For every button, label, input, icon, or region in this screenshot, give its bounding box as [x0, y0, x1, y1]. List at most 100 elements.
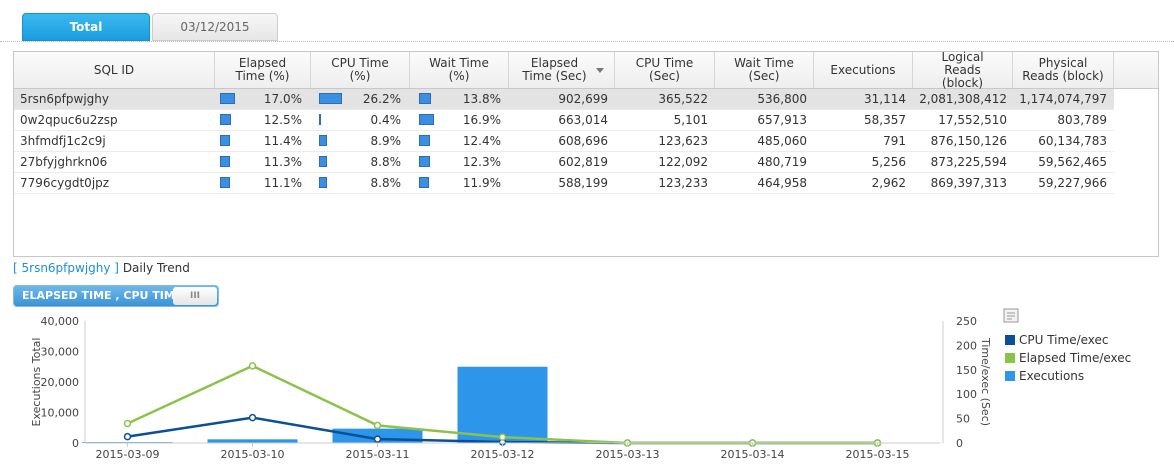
- y2-tick-label: 200: [956, 339, 977, 352]
- legend-swatch: [1005, 335, 1015, 345]
- bar-elapsed-pct: [220, 135, 230, 146]
- y-tick-label: 30,000: [41, 346, 80, 359]
- col-logical-reads[interactable]: Logical Reads (block): [913, 50, 1013, 89]
- toggle-label: ELAPSED TIME , CPU TIME: [22, 289, 183, 302]
- cell-wait-sec: 536,800: [757, 92, 807, 106]
- cell-executions: 5,256: [871, 155, 906, 169]
- tab-date[interactable]: 03/12/2015: [152, 13, 278, 41]
- cell-wait-pct: 12.4%: [462, 134, 501, 148]
- point-elapsed-time-exec: [498, 433, 507, 441]
- y2-tick-label: 100: [956, 388, 977, 401]
- cell-elapsed-pct: 12.5%: [263, 113, 302, 127]
- y-tick-label: 0: [72, 437, 79, 450]
- trend-heading: [ 5rsn6pfpwjghy ] Daily Trend: [13, 261, 190, 275]
- divider: [0, 41, 1174, 42]
- bar-cpu-pct: [319, 114, 321, 125]
- cell-executions: 58,357: [864, 113, 906, 127]
- cell-sql-id: 5rsn6pfpwjghy: [20, 92, 109, 106]
- bar-wait-pct: [419, 93, 432, 104]
- cell-physical-reads: 1,174,074,797: [1019, 92, 1107, 106]
- cell-sql-id: 0w2qpuc6u2zsp: [20, 113, 118, 127]
- col-cpu-pct[interactable]: CPU Time (%): [311, 52, 410, 88]
- x-tick-label: 2015-03-11: [346, 448, 410, 461]
- cell-executions: 791: [883, 134, 906, 148]
- col-elapsed-pct[interactable]: Elapsed Time (%): [215, 52, 311, 88]
- point-elapsed-time-exec: [248, 362, 257, 370]
- bar-elapsed-pct: [220, 93, 235, 104]
- export-icon[interactable]: [1003, 308, 1019, 323]
- legend-swatch: [1005, 371, 1015, 381]
- cell-cpu-pct: 8.8%: [370, 155, 402, 169]
- cell-sql-id: 7796cygdt0jpz: [20, 176, 110, 190]
- col-cpu-sec[interactable]: CPU Time (Sec): [615, 52, 715, 88]
- bar-wait-pct: [419, 177, 430, 188]
- cell-cpu-sec: 365,522: [658, 92, 708, 106]
- cell-elapsed-pct: 11.4%: [263, 134, 302, 148]
- bar-cpu-pct: [319, 177, 327, 188]
- bar-executions: [207, 439, 298, 443]
- metric-toggle[interactable]: ELAPSED TIME , CPU TIME III: [13, 285, 219, 307]
- cell-physical-reads: 60,134,783: [1038, 134, 1107, 148]
- y2-tick-label: 0: [956, 437, 963, 450]
- cell-wait-pct: 16.9%: [462, 113, 501, 127]
- x-tick-label: 2015-03-14: [721, 448, 785, 461]
- table-row[interactable]: 3hfmdfj1c2c9j 11.4% 8.9% 12.4% 608,696 123,62…: [14, 131, 1114, 152]
- bar-wait-pct: [419, 135, 430, 146]
- x-tick-label: 2015-03-09: [96, 448, 160, 461]
- col-physical-reads[interactable]: Physical Reads (block): [1013, 52, 1114, 88]
- cell-physical-reads: 59,227,966: [1038, 176, 1107, 190]
- cell-wait-sec: 480,719: [757, 155, 807, 169]
- cell-wait-pct: 13.8%: [462, 92, 501, 106]
- legend-label: CPU Time/exec: [1019, 333, 1109, 347]
- cell-sql-id: 27bfyjghrkn06: [20, 155, 108, 169]
- daily-trend-chart: 40,000 30,000 20,000 10,000 0 250 200 150 100 50 0…: [30, 308, 1131, 461]
- col-wait-pct[interactable]: Wait Time (%): [410, 52, 509, 88]
- point-cpu-time-exec: [373, 435, 382, 443]
- bar-wait-pct: [419, 114, 434, 125]
- grid-header: SQL ID Elapsed Time (%) CPU Time (%) Wai…: [14, 50, 1158, 89]
- y2-tick-label: 150: [956, 364, 977, 377]
- table-row[interactable]: 27bfyjghrkn06 11.3% 8.8% 12.3% 602,819 122,09…: [14, 152, 1114, 173]
- cell-wait-pct: 11.9%: [462, 176, 501, 190]
- cell-executions: 2,962: [871, 176, 906, 190]
- bar-elapsed-pct: [220, 177, 230, 188]
- cell-logical-reads: 876,150,126: [930, 134, 1007, 148]
- cell-elapsed-pct: 11.3%: [263, 155, 302, 169]
- bar-elapsed-pct: [220, 156, 230, 167]
- bar-cpu-pct: [319, 135, 327, 146]
- col-elapsed-sec[interactable]: Elapsed Time (Sec): [509, 52, 615, 88]
- legend-swatch: [1005, 353, 1015, 363]
- table-row[interactable]: 7796cygdt0jpz 11.1% 8.8% 11.9% 588,199 123,23…: [14, 173, 1114, 194]
- cell-wait-pct: 12.3%: [462, 155, 501, 169]
- cell-sql-id: 3hfmdfj1c2c9j: [20, 134, 106, 148]
- toggle-knob[interactable]: III: [173, 287, 217, 305]
- col-sql-id[interactable]: SQL ID: [14, 52, 215, 88]
- trend-title: Daily Trend: [122, 261, 190, 275]
- sql-grid: SQL ID Elapsed Time (%) CPU Time (%) Wai…: [13, 50, 1159, 257]
- bar-executions: [457, 366, 548, 443]
- point-elapsed-time-exec: [373, 421, 382, 430]
- tab-total[interactable]: Total: [22, 13, 150, 41]
- x-tick-label: 2015-03-12: [471, 448, 535, 461]
- sql-id-link[interactable]: [ 5rsn6pfpwjghy ]: [13, 261, 119, 275]
- cell-elapsed-sec: 602,819: [558, 155, 608, 169]
- bar-elapsed-pct: [220, 114, 231, 125]
- cell-elapsed-sec: 663,014: [558, 113, 608, 127]
- cell-wait-sec: 485,060: [757, 134, 807, 148]
- y2-tick-label: 250: [956, 315, 977, 328]
- x-tick-label: 2015-03-10: [221, 448, 285, 461]
- y2-axis-title: Time/exec (Sec): [979, 337, 992, 426]
- cell-elapsed-sec: 608,696: [558, 134, 608, 148]
- y-tick-label: 10,000: [41, 407, 80, 420]
- table-row[interactable]: 0w2qpuc6u2zsp 12.5% 0.4% 16.9% 663,014 5,101 6…: [14, 110, 1114, 131]
- cell-elapsed-sec: 902,699: [558, 92, 608, 106]
- cell-physical-reads: 59,562,465: [1038, 155, 1107, 169]
- y-tick-label: 20,000: [41, 376, 80, 389]
- cell-elapsed-pct: 11.1%: [263, 176, 302, 190]
- cell-logical-reads: 869,397,313: [930, 176, 1007, 190]
- col-wait-sec[interactable]: Wait Time (Sec): [715, 52, 814, 88]
- legend-label: Elapsed Time/exec: [1019, 351, 1131, 365]
- cell-cpu-pct: 8.8%: [370, 176, 402, 190]
- col-executions[interactable]: Executions: [814, 52, 913, 88]
- table-row[interactable]: 5rsn6pfpwjghy 17.0% 26.2% 13.8% 902,699 365,5…: [14, 89, 1114, 110]
